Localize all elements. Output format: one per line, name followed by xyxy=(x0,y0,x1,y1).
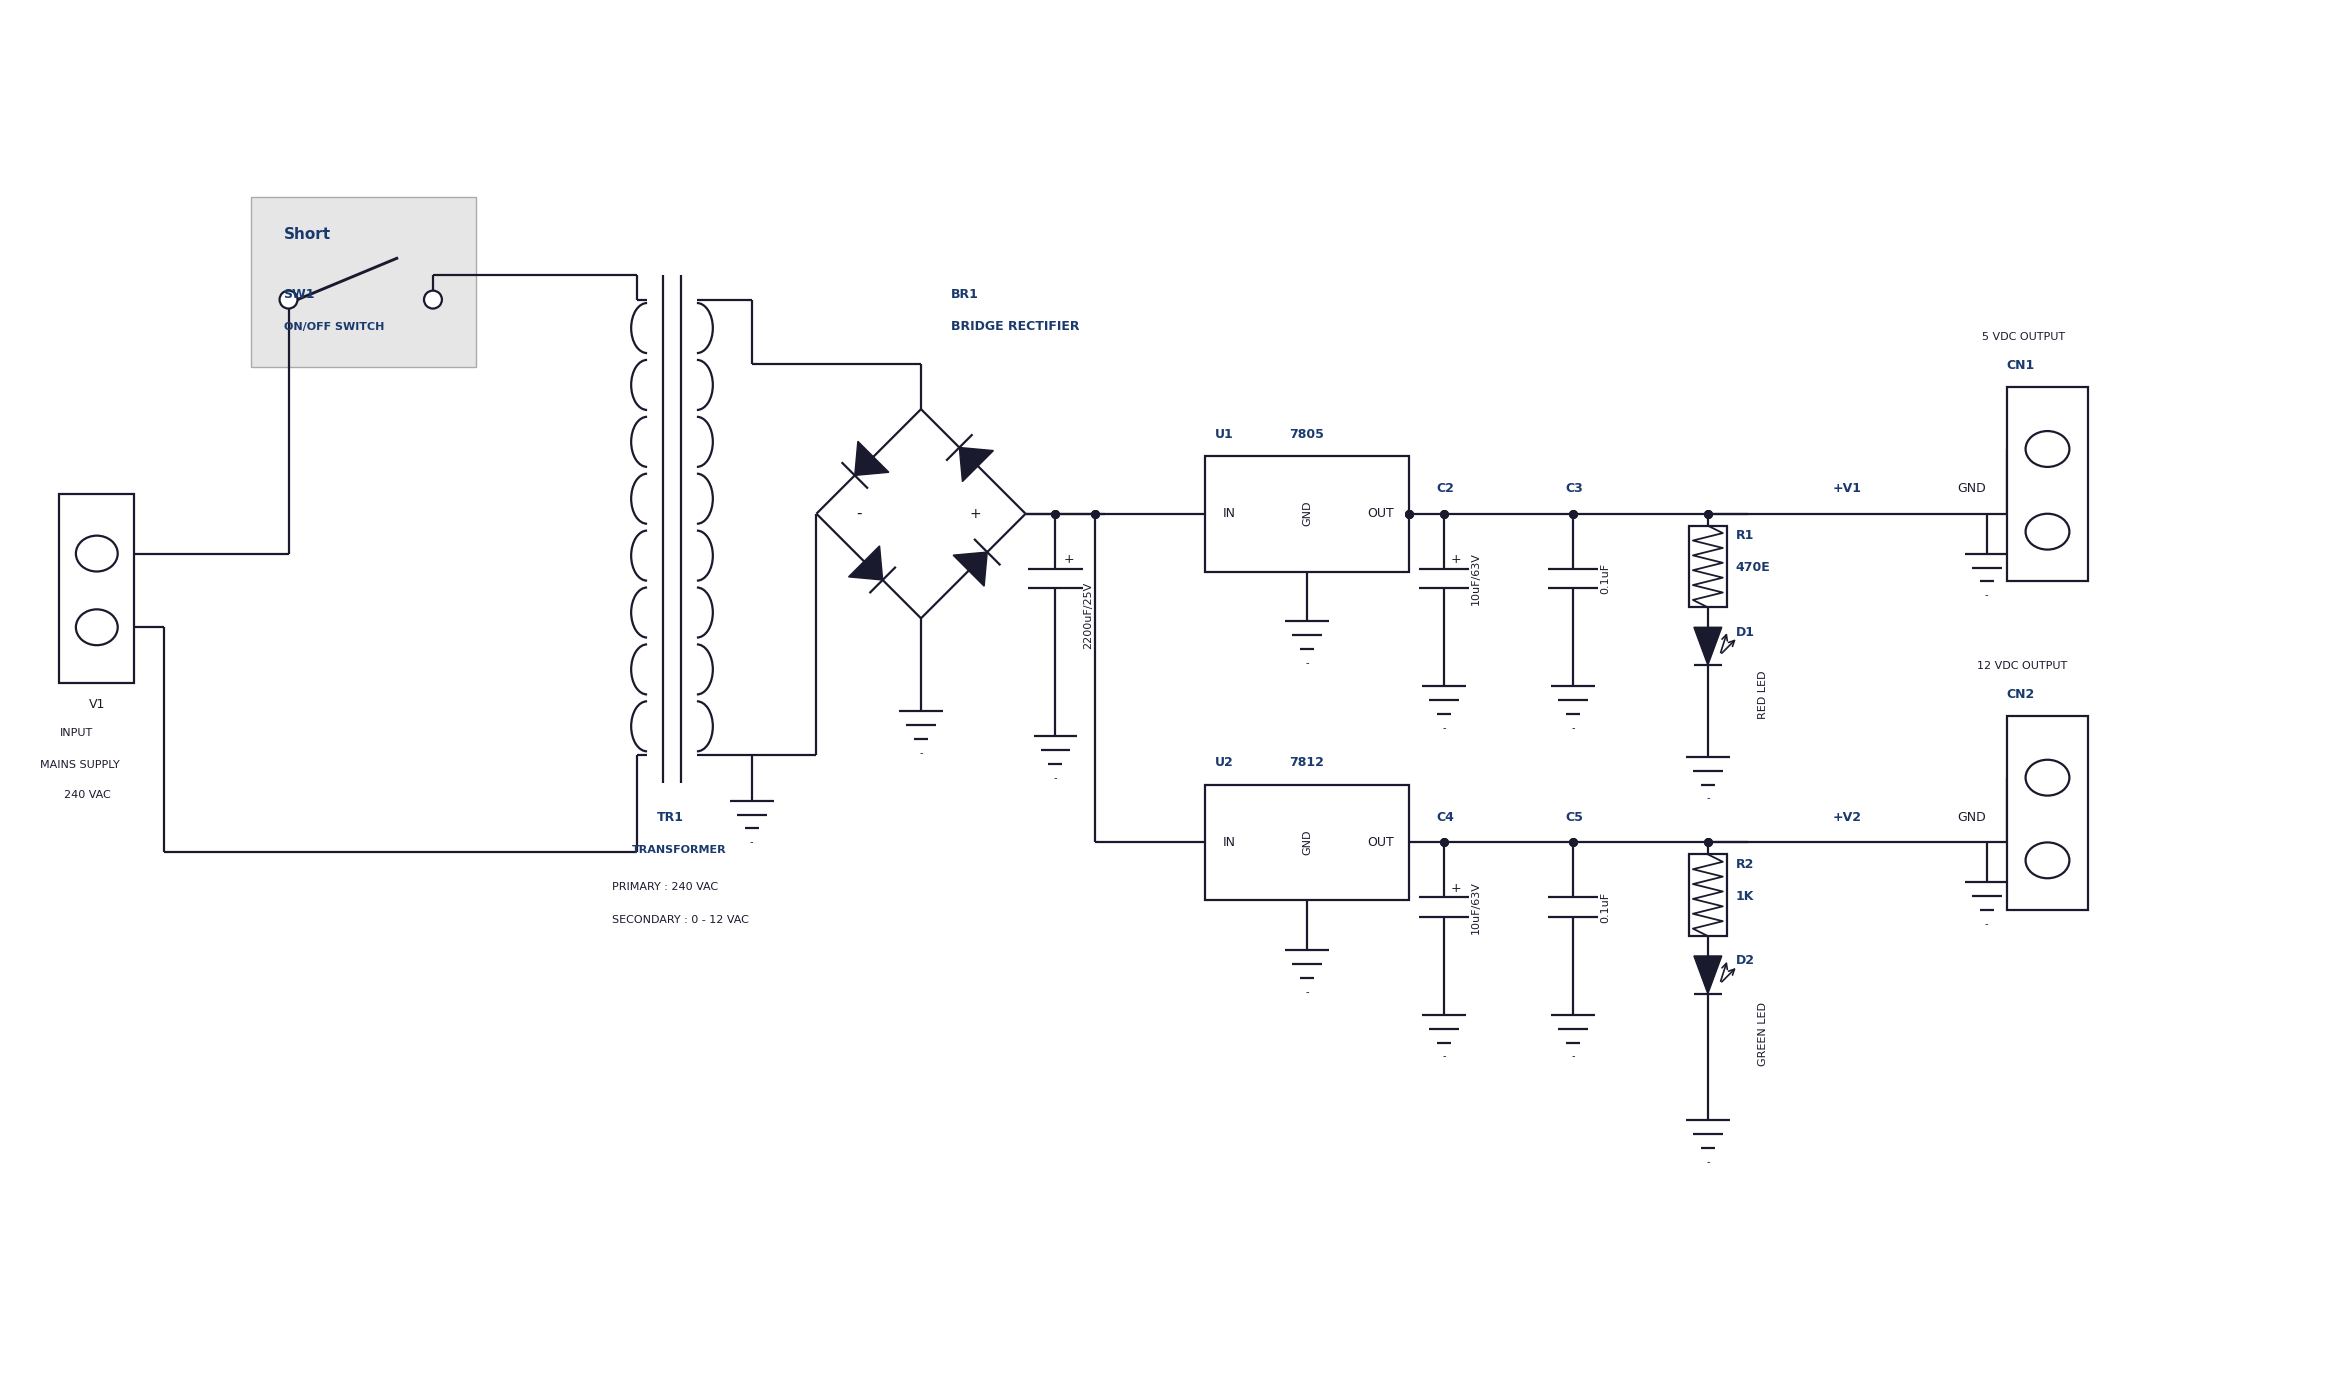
Polygon shape xyxy=(960,447,993,482)
Text: 7805: 7805 xyxy=(1290,428,1325,440)
Text: +: + xyxy=(1063,553,1075,566)
Text: +: + xyxy=(1451,882,1461,894)
Text: GND: GND xyxy=(1302,501,1311,527)
Text: -: - xyxy=(1306,986,1309,997)
Text: +V1: +V1 xyxy=(1833,482,1861,496)
Text: D1: D1 xyxy=(1735,625,1756,639)
Text: D2: D2 xyxy=(1735,954,1756,968)
Polygon shape xyxy=(1695,956,1721,993)
Polygon shape xyxy=(953,552,988,586)
Text: -: - xyxy=(1571,723,1575,733)
Text: 1K: 1K xyxy=(1735,890,1753,903)
Circle shape xyxy=(279,291,297,309)
Bar xyxy=(1206,456,1409,571)
Text: BR1: BR1 xyxy=(950,288,979,301)
Text: GND: GND xyxy=(1957,482,1985,496)
Text: +: + xyxy=(1451,553,1461,566)
Text: 470E: 470E xyxy=(1735,561,1770,574)
Bar xyxy=(2006,716,2088,910)
Text: C3: C3 xyxy=(1566,482,1583,496)
Ellipse shape xyxy=(75,536,117,571)
Text: PRIMARY : 240 VAC: PRIMARY : 240 VAC xyxy=(613,882,719,893)
Text: -: - xyxy=(1053,773,1058,783)
Text: TRANSFORMER: TRANSFORMER xyxy=(632,846,726,855)
Ellipse shape xyxy=(75,609,117,645)
Text: -: - xyxy=(1985,591,1988,600)
Text: Short: Short xyxy=(283,227,330,242)
Text: 10uF/63V: 10uF/63V xyxy=(1470,880,1482,933)
Text: 10uF/63V: 10uF/63V xyxy=(1470,552,1482,605)
Text: -: - xyxy=(1707,1158,1709,1167)
Text: SW1: SW1 xyxy=(283,288,316,301)
Text: SECONDARY : 0 - 12 VAC: SECONDARY : 0 - 12 VAC xyxy=(613,915,749,925)
Circle shape xyxy=(424,291,442,309)
Text: C5: C5 xyxy=(1566,811,1583,825)
Text: 12 VDC OUTPUT: 12 VDC OUTPUT xyxy=(1976,662,2067,671)
Bar xyxy=(2006,387,2088,581)
Bar xyxy=(1688,525,1728,607)
Text: 2200uF/25V: 2200uF/25V xyxy=(1084,582,1093,649)
Text: CN1: CN1 xyxy=(2006,359,2034,372)
Text: -: - xyxy=(1985,919,1988,929)
Polygon shape xyxy=(847,546,883,579)
Text: V1: V1 xyxy=(89,698,105,712)
Ellipse shape xyxy=(2025,759,2069,795)
Bar xyxy=(1206,784,1409,900)
Bar xyxy=(1688,854,1728,936)
Text: U2: U2 xyxy=(1215,756,1234,769)
Text: R1: R1 xyxy=(1735,529,1753,542)
Text: C2: C2 xyxy=(1435,482,1454,496)
Text: GND: GND xyxy=(1957,811,1985,825)
Text: 0.1uF: 0.1uF xyxy=(1601,563,1611,593)
Bar xyxy=(59,493,133,683)
Text: -: - xyxy=(1442,723,1447,733)
Text: GREEN LED: GREEN LED xyxy=(1758,1002,1767,1066)
Ellipse shape xyxy=(2025,430,2069,467)
Text: +V2: +V2 xyxy=(1833,811,1861,825)
Text: C4: C4 xyxy=(1435,811,1454,825)
Text: -: - xyxy=(920,748,922,758)
Text: -: - xyxy=(1707,794,1709,804)
Text: RED LED: RED LED xyxy=(1758,671,1767,719)
Ellipse shape xyxy=(2025,843,2069,878)
Text: R2: R2 xyxy=(1735,858,1753,871)
Text: -: - xyxy=(1442,1052,1447,1061)
Text: 0.1uF: 0.1uF xyxy=(1601,892,1611,922)
Text: INPUT: INPUT xyxy=(59,729,94,738)
Text: GND: GND xyxy=(1302,830,1311,855)
Text: IN: IN xyxy=(1222,836,1236,848)
Text: TR1: TR1 xyxy=(658,811,684,825)
Text: BRIDGE RECTIFIER: BRIDGE RECTIFIER xyxy=(950,320,1079,333)
FancyBboxPatch shape xyxy=(250,196,475,368)
Text: OUT: OUT xyxy=(1367,507,1393,520)
Text: -: - xyxy=(1306,657,1309,669)
Text: U1: U1 xyxy=(1215,428,1234,440)
Text: IN: IN xyxy=(1222,507,1236,520)
Text: -: - xyxy=(1571,1052,1575,1061)
Text: MAINS SUPPLY: MAINS SUPPLY xyxy=(40,759,119,770)
Text: 5 VDC OUTPUT: 5 VDC OUTPUT xyxy=(1983,333,2065,343)
Text: 240 VAC: 240 VAC xyxy=(66,790,110,800)
Text: ON/OFF SWITCH: ON/OFF SWITCH xyxy=(283,322,384,333)
Text: -: - xyxy=(857,506,861,521)
Ellipse shape xyxy=(2025,514,2069,550)
Polygon shape xyxy=(1695,627,1721,664)
Polygon shape xyxy=(854,442,890,475)
Text: 7812: 7812 xyxy=(1290,756,1325,769)
Text: +: + xyxy=(969,507,981,521)
Text: -: - xyxy=(749,837,754,847)
Text: OUT: OUT xyxy=(1367,836,1393,848)
Text: CN2: CN2 xyxy=(2006,688,2034,701)
